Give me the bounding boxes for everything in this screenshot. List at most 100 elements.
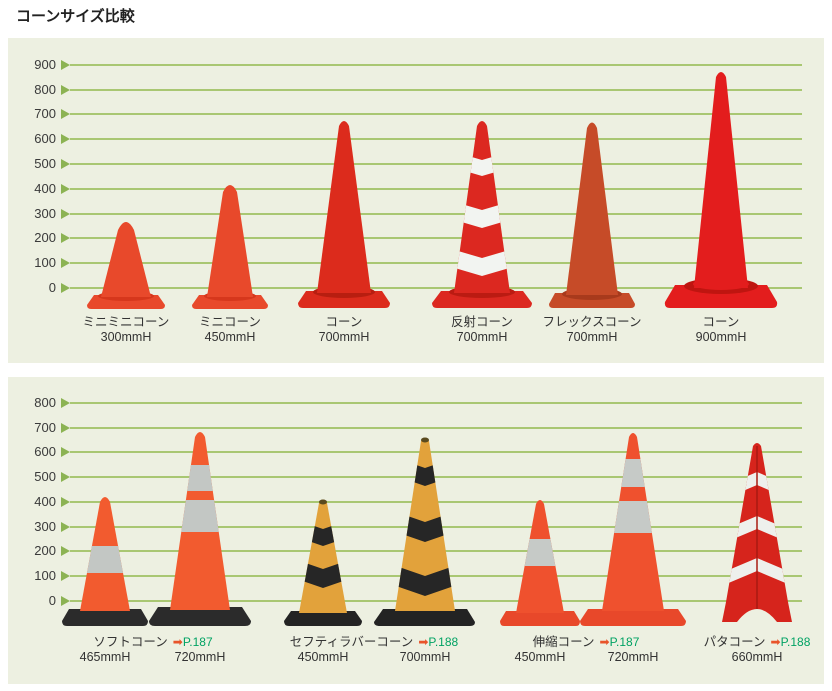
cone-height: 900mmH (695, 330, 747, 344)
size-chart-panel-bottom: 800 700 600 500 400 300 200 100 0 (8, 377, 824, 684)
axis-tick-label: 300 (34, 519, 56, 534)
cone-height: 450mmH (204, 330, 256, 344)
telescopic-cone-large-image (580, 433, 686, 626)
gridline-row-500: 500 (20, 468, 802, 486)
cone-900-image (664, 72, 778, 308)
cone-label-reflective: 反射コーン 700mmH (402, 315, 562, 345)
cone-height: 700mmH (456, 330, 508, 344)
page-ref-arrow-icon: ➡ (418, 635, 429, 649)
reflective-band (516, 539, 564, 566)
height-label: 465mmH (79, 650, 131, 664)
axis-arrow-icon (61, 447, 70, 457)
gridline-row-900: 900 (20, 56, 802, 74)
cone-700-image (298, 121, 390, 308)
gridline (70, 427, 802, 429)
gridline-row-500: 500 (20, 155, 802, 173)
cone-name: コーン (702, 315, 740, 329)
page-ref-arrow-icon: ➡ (172, 635, 183, 649)
axis-arrow-icon (61, 85, 70, 95)
gridline (70, 64, 802, 66)
rubber-cone-large-image (374, 437, 475, 626)
group-label-rubber-cone: セフティラバーコーン ➡P.188 (254, 635, 494, 650)
height-label: 720mmH (607, 650, 659, 664)
gridline-row-800: 800 (20, 81, 802, 99)
axis-arrow-icon (61, 423, 70, 433)
group-label-telescopic-cone: 伸縮コーン ➡P.187 (466, 635, 706, 650)
group-label-pata-cone: パタコーン ➡P.188 (637, 635, 832, 650)
gridline (70, 188, 802, 190)
axis-arrow-icon (61, 398, 70, 408)
axis-tick-label: 800 (34, 82, 56, 97)
axis-tick-label: 700 (34, 106, 56, 121)
axis-arrow-icon (61, 497, 70, 507)
axis-arrow-icon (61, 209, 70, 219)
cone-height: 300mmH (100, 330, 152, 344)
cone-name: ミニコーン (199, 315, 261, 329)
axis-tick-label: 200 (34, 230, 56, 245)
gridline (70, 113, 802, 115)
minimini-cone-image (87, 222, 165, 309)
cone-label-flex: フレックスコーン 700mmH (512, 315, 672, 345)
height-label: 450mmH (297, 650, 349, 664)
mini-cone-image (192, 185, 268, 309)
gridline (70, 287, 802, 289)
cone-name: フレックスコーン (542, 315, 642, 329)
axis-tick-label: 200 (34, 543, 56, 558)
axis-arrow-icon (61, 472, 70, 482)
group-name: セフティラバーコーン (289, 635, 414, 649)
gridline (70, 89, 802, 91)
axis-arrow-icon (61, 258, 70, 268)
group-name: ソフトコーン (93, 635, 168, 649)
axis-tick-label: 300 (34, 206, 56, 221)
page-ref: P.187 (182, 635, 213, 649)
gridline (70, 476, 802, 478)
axis-tick-label: 400 (34, 494, 56, 509)
gridline (70, 163, 802, 165)
axis-tick-label: 500 (34, 156, 56, 171)
axis-arrow-icon (61, 159, 70, 169)
gridline-row-600: 600 (20, 443, 802, 461)
axis-arrow-icon (61, 571, 70, 581)
axis-arrow-icon (61, 546, 70, 556)
gridline-row-200: 200 (20, 229, 802, 247)
axis-tick-label: 800 (34, 395, 56, 410)
gridline (70, 138, 802, 140)
gridline-row-600: 600 (20, 130, 802, 148)
axis-arrow-icon (61, 233, 70, 243)
axis-tick-label: 700 (34, 420, 56, 435)
page-title: コーンサイズ比較 (16, 8, 135, 25)
pata-cone-image (722, 443, 792, 622)
cone-height: 700mmH (566, 330, 618, 344)
cone-name: 反射コーン (451, 315, 513, 329)
cone-name: コーン (325, 315, 363, 329)
group-name: 伸縮コーン (532, 635, 595, 649)
page-ref-arrow-icon: ➡ (770, 635, 781, 649)
cone-name: ミニミニコーン (82, 315, 170, 329)
cone-label-mini: ミニコーン 450mmH (150, 315, 310, 345)
axis-tick-label: 0 (48, 280, 56, 295)
gridline-row-700: 700 (20, 419, 802, 437)
gridline (70, 237, 802, 239)
rubber-cone-small-image (284, 499, 362, 626)
axis-arrow-icon (61, 109, 70, 119)
axis-tick-label: 100 (34, 568, 56, 583)
gridline (70, 402, 802, 404)
soft-cone-small-image (62, 497, 148, 626)
axis-tick-label: 400 (34, 181, 56, 196)
height-label: 700mmH (399, 650, 451, 664)
axis-tick-label: 0 (48, 593, 56, 608)
gridline-row-400: 400 (20, 180, 802, 198)
page-ref: P.188 (428, 635, 459, 649)
height-label: 660mmH (731, 650, 783, 664)
axis-arrow-icon (61, 60, 70, 70)
gridline (70, 213, 802, 215)
cone-height: 700mmH (318, 330, 370, 344)
cone-label-700: コーン 700mmH (264, 315, 424, 345)
axis-tick-label: 100 (34, 255, 56, 270)
gridline (70, 451, 802, 453)
axis-tick-label: 900 (34, 57, 56, 72)
telescopic-cone-small-image (500, 500, 580, 626)
reflective-band (80, 546, 130, 573)
height-label: 720mmH (174, 650, 226, 664)
